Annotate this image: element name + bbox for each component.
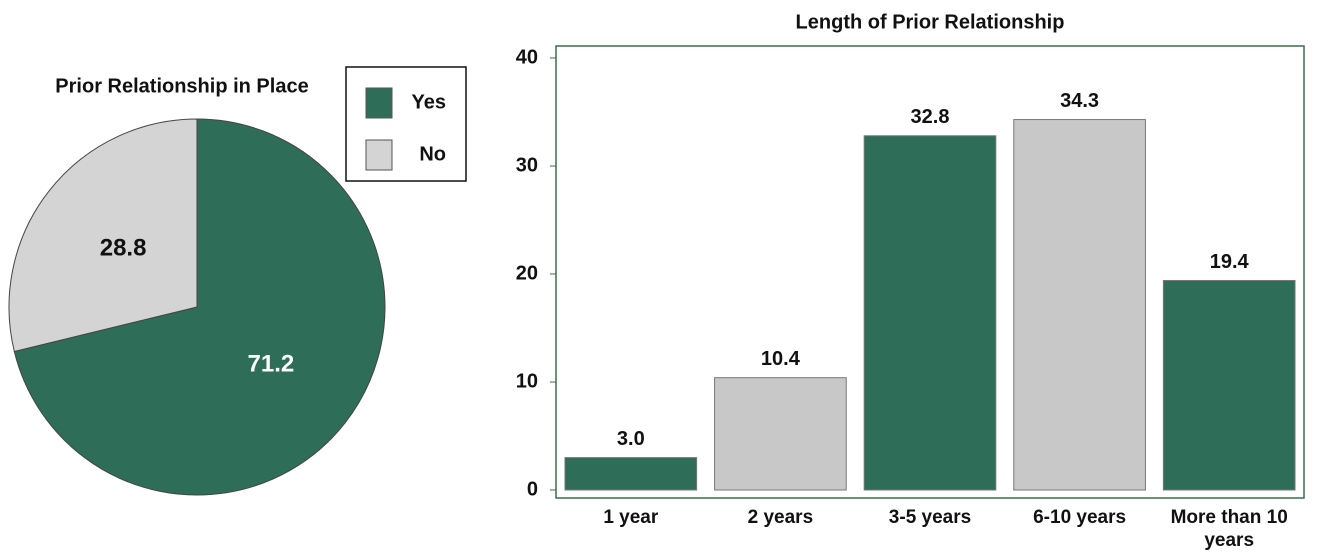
legend-swatch <box>365 87 393 119</box>
value-label: 34.3 <box>1060 90 1099 112</box>
x-tick-label: 3-5 years <box>888 507 972 528</box>
bar <box>714 377 847 491</box>
bar <box>1013 119 1146 491</box>
pie-title: Prior Relationship in Place <box>55 75 308 97</box>
y-tick-label: 0 <box>527 478 538 500</box>
value-label: 10.4 <box>761 348 801 370</box>
y-tick-label: 30 <box>516 154 538 176</box>
y-tick-label: 40 <box>516 46 538 68</box>
legend-box <box>345 66 467 182</box>
bar-title: Length of Prior Relationship <box>796 11 1065 33</box>
legend-swatch <box>365 139 393 171</box>
y-tick-label: 20 <box>516 262 538 284</box>
bar <box>564 457 698 491</box>
bar <box>1162 279 1296 491</box>
x-tick-label: More than 10 years <box>1170 507 1288 551</box>
x-tick-label: 2 years <box>747 507 814 528</box>
value-label: 3.0 <box>617 428 645 450</box>
x-tick-label: 1 year <box>603 507 659 528</box>
x-tick-label: 6-10 years <box>1033 507 1127 528</box>
bar <box>863 135 997 491</box>
slice-label: 71.2 <box>248 350 295 377</box>
legend-label: No <box>419 143 446 165</box>
pie-slice <box>13 118 386 496</box>
slice-label: 28.8 <box>100 234 147 261</box>
value-label: 19.4 <box>1210 251 1250 273</box>
value-label: 32.8 <box>911 106 950 128</box>
pie-slice <box>8 118 198 353</box>
legend-label: Yes <box>412 91 446 113</box>
y-tick-label: 10 <box>516 370 538 392</box>
